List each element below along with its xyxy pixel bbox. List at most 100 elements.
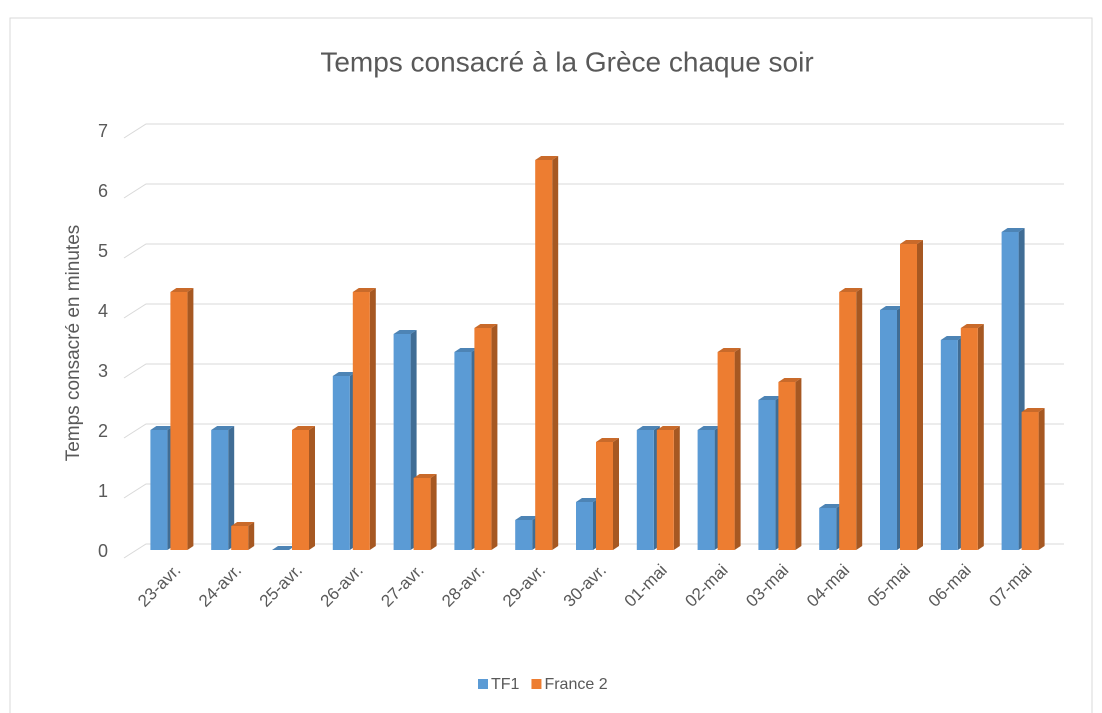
- bar-face: [960, 324, 984, 328]
- bar-face: [636, 426, 660, 430]
- bar-face: [977, 324, 984, 550]
- bar-face: [673, 426, 680, 550]
- bar-face: [332, 372, 356, 376]
- bar-face: [352, 292, 370, 550]
- bar-face: [332, 376, 350, 550]
- bar-face: [211, 430, 229, 550]
- bar: [211, 426, 235, 550]
- bar-face: [292, 426, 315, 430]
- bar: [1001, 228, 1025, 550]
- bar-face: [795, 378, 802, 550]
- bar-face: [940, 336, 964, 340]
- bar-face: [839, 292, 857, 550]
- bar: [352, 288, 376, 550]
- bar: [231, 522, 255, 550]
- bar-face: [552, 156, 559, 550]
- bar-face: [430, 474, 437, 550]
- bar-face: [491, 324, 498, 550]
- grid-line: [123, 423, 1064, 439]
- grid-line: [123, 543, 1064, 559]
- bar-face: [576, 502, 593, 550]
- chart-title: Temps consacré à la Grèce chaque soir: [320, 46, 813, 77]
- bar-face: [596, 442, 613, 550]
- bar-face: [413, 474, 437, 478]
- bar-face: [1038, 408, 1045, 550]
- bar: [636, 426, 660, 550]
- bar: [474, 324, 498, 550]
- bar-face: [393, 330, 417, 334]
- bar: [272, 546, 295, 550]
- bar: [839, 288, 863, 550]
- y-axis-label: Temps consacré en minutes: [63, 225, 84, 462]
- y-tick-label: 0: [98, 541, 108, 561]
- bar-face: [900, 240, 923, 244]
- bar-face: [309, 426, 315, 550]
- bar-face: [1021, 412, 1039, 550]
- bar-face: [917, 240, 923, 550]
- bar: [515, 516, 539, 550]
- bar-face: [231, 522, 255, 526]
- bar: [778, 378, 802, 550]
- bar: [454, 348, 478, 550]
- bar-face: [272, 546, 295, 550]
- bar: [717, 348, 741, 550]
- bar-face: [170, 288, 194, 292]
- bar: [819, 504, 843, 550]
- bar-face: [697, 426, 721, 430]
- legend-label: France 2: [544, 676, 607, 693]
- bar-face: [856, 288, 863, 550]
- bar-face: [880, 306, 903, 310]
- bar-face: [656, 426, 680, 430]
- bar: [332, 372, 356, 550]
- legend-label: TF1: [491, 676, 520, 693]
- bar: [596, 438, 619, 550]
- grid-line: [123, 243, 1064, 259]
- bar-face: [778, 378, 802, 382]
- bar-face: [940, 340, 958, 550]
- bar-face: [474, 328, 492, 550]
- bar-face: [1001, 228, 1025, 232]
- legend-swatch: [478, 679, 488, 689]
- grid-line: [123, 483, 1064, 499]
- grid-line: [123, 183, 1064, 199]
- bar-face: [717, 348, 741, 352]
- bar-face: [248, 522, 255, 550]
- bar: [758, 396, 782, 550]
- bar: [393, 330, 417, 550]
- y-tick-label: 2: [98, 421, 108, 441]
- bar: [656, 426, 680, 550]
- y-tick-label: 5: [98, 241, 108, 261]
- bar-face: [211, 426, 235, 430]
- bar-face: [576, 498, 599, 502]
- bar-face: [369, 288, 376, 550]
- legend-swatch: [531, 679, 542, 689]
- bar-face: [393, 334, 411, 550]
- bar-face: [758, 396, 782, 400]
- bar: [960, 324, 984, 550]
- bar-face: [697, 430, 715, 550]
- grid-line: [123, 123, 1064, 139]
- bar-face: [187, 288, 194, 550]
- bar-face: [900, 244, 917, 550]
- bar: [900, 240, 923, 550]
- bar-face: [734, 348, 741, 550]
- y-tick-label: 6: [98, 181, 108, 201]
- bar-face: [515, 516, 539, 520]
- bar: [576, 498, 599, 550]
- bar-face: [656, 430, 674, 550]
- bar-face: [758, 400, 776, 550]
- bar-face: [292, 430, 309, 550]
- bar-face: [1021, 408, 1045, 412]
- grid-line: [123, 303, 1064, 319]
- bar-face: [535, 156, 559, 160]
- bar-face: [231, 526, 249, 550]
- bar-face: [960, 328, 978, 550]
- bar-face: [819, 504, 843, 508]
- bar: [150, 426, 174, 550]
- bar-face: [413, 478, 431, 550]
- bar-face: [515, 520, 533, 550]
- bar-face: [150, 430, 168, 550]
- bar: [880, 306, 903, 550]
- bar-face: [454, 352, 472, 550]
